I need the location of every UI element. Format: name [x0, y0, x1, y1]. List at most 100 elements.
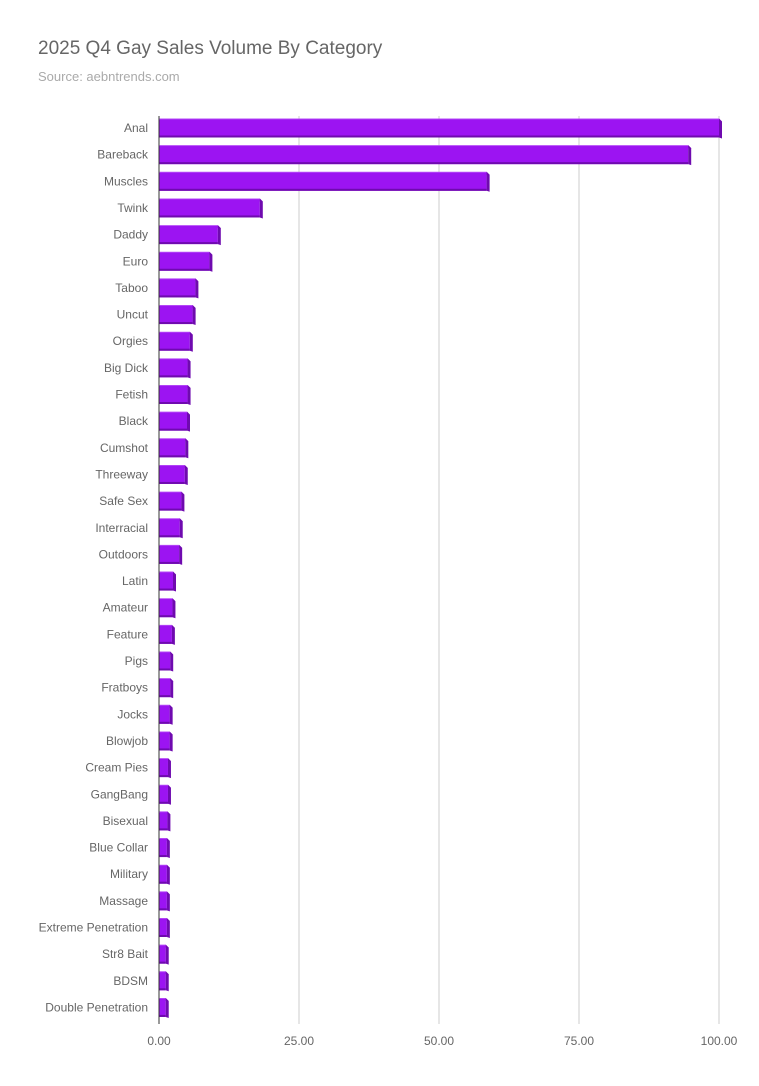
category-label: Jocks	[117, 707, 148, 721]
bar-front-face	[159, 172, 487, 191]
bar-side-face	[165, 971, 169, 992]
bar-side-face	[165, 944, 169, 965]
bar-side-face	[187, 358, 191, 379]
bar-front-face	[159, 439, 186, 458]
bar-side-face	[171, 624, 175, 645]
bar-front-face	[159, 759, 168, 778]
bar-side-face	[167, 758, 171, 779]
category-label: Twink	[117, 201, 149, 215]
bar	[159, 385, 191, 405]
bar	[159, 225, 221, 246]
bar-side-face	[719, 118, 722, 139]
bar-bottom-edge	[159, 375, 188, 378]
category-label: Latin	[122, 574, 148, 588]
bar-front-face	[159, 199, 260, 218]
category-label: Amateur	[103, 601, 148, 615]
bar	[159, 145, 692, 166]
category-label: Str8 Bait	[102, 947, 149, 961]
bar-bottom-edge	[159, 188, 487, 191]
category-label: Feature	[107, 627, 149, 641]
bar	[159, 838, 170, 859]
bar-bottom-edge	[159, 775, 168, 778]
bar-front-face	[159, 599, 173, 618]
bar-side-face	[167, 784, 171, 805]
bar	[159, 918, 170, 938]
bar-bottom-edge	[159, 668, 171, 671]
bar	[159, 971, 169, 992]
category-label: Interracial	[95, 521, 148, 535]
bar	[159, 891, 170, 912]
category-label: Uncut	[117, 308, 149, 322]
bar	[159, 731, 173, 752]
bar-front-face	[159, 918, 167, 937]
bar-front-face	[159, 332, 190, 351]
bar-front-face	[159, 625, 172, 644]
bar-side-face	[170, 651, 174, 672]
bar-side-face	[166, 838, 170, 859]
bar-bottom-edge	[159, 855, 167, 858]
bar-bottom-edge	[159, 162, 689, 165]
bar-bottom-edge	[159, 455, 186, 458]
bar	[159, 811, 171, 832]
bar-bottom-edge	[159, 242, 218, 245]
bar-side-face	[170, 678, 174, 699]
bar-bottom-edge	[159, 135, 719, 138]
bar-bottom-edge	[159, 908, 167, 911]
bar-front-face	[159, 359, 188, 378]
bar-front-face	[159, 545, 180, 564]
bar	[159, 198, 263, 219]
bar-bottom-edge	[159, 828, 168, 831]
bar-bottom-edge	[159, 402, 188, 404]
x-tick-label: 0.00	[147, 1034, 171, 1048]
x-tick-labels: 0.00 25.00 50.00 75.00 100.00	[147, 1034, 737, 1048]
bar	[159, 651, 174, 672]
category-label: Extreme Penetration	[39, 921, 148, 935]
bar	[159, 305, 196, 326]
bar-bottom-edge	[159, 215, 260, 218]
bar-front-face	[159, 226, 218, 245]
bar-front-face	[159, 998, 166, 1017]
bar	[159, 118, 722, 139]
bar-side-face	[165, 997, 169, 1018]
bar-side-face	[185, 438, 189, 459]
bar-bottom-edge	[159, 588, 173, 591]
bar	[159, 997, 169, 1018]
bar	[159, 571, 176, 592]
bar	[159, 944, 169, 965]
category-label: Big Dick	[104, 361, 149, 375]
bar-bottom-edge	[159, 348, 190, 351]
category-label: Fratboys	[101, 681, 148, 695]
x-tick-label: 25.00	[284, 1034, 314, 1048]
bar-front-face	[159, 945, 166, 964]
bar-front-face	[159, 572, 173, 591]
bar	[159, 171, 490, 192]
category-label: Pigs	[125, 654, 148, 668]
bar	[159, 358, 191, 379]
category-label: Black	[119, 414, 149, 428]
category-label: Anal	[124, 121, 148, 135]
bar-front-face	[159, 652, 171, 671]
bar-front-face	[159, 838, 167, 858]
bar	[159, 331, 193, 352]
bar	[159, 464, 188, 485]
bar	[159, 704, 173, 725]
category-label: Safe Sex	[99, 494, 148, 508]
bar	[159, 251, 213, 272]
bar-front-face	[159, 679, 171, 698]
bar-bottom-edge	[159, 561, 180, 564]
bar-bottom-edge	[159, 695, 171, 698]
bar	[159, 598, 176, 619]
bar-side-face	[189, 331, 193, 352]
category-label: Orgies	[113, 334, 148, 348]
bar-side-face	[181, 491, 185, 512]
category-label: Massage	[99, 894, 148, 908]
bar-side-face	[192, 305, 196, 326]
chart-subtitle: Source: aebntrends.com	[38, 69, 180, 84]
bar-side-face	[167, 811, 171, 832]
bar	[159, 864, 170, 885]
bar-front-face	[159, 812, 168, 831]
category-label: Blowjob	[106, 734, 148, 748]
bar-bottom-edge	[159, 615, 173, 618]
category-labels: Anal Bareback Muscles Twink Daddy Euro Taboo Un…	[39, 121, 149, 1014]
